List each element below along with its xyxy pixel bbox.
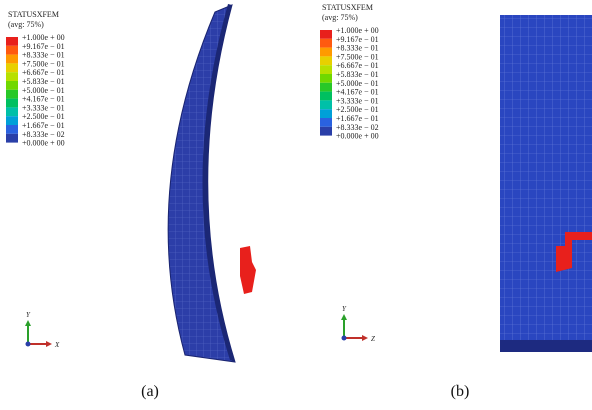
- beam-model: [168, 5, 235, 362]
- legend-swatch: [320, 39, 332, 48]
- legend-swatch: [320, 92, 332, 101]
- legend-label: +2.500e − 01: [336, 105, 379, 114]
- axis-arrowhead: [46, 341, 52, 347]
- panel-caption: (b): [451, 383, 470, 400]
- axis-origin: [26, 342, 31, 347]
- legend-label: +6.667e − 01: [336, 61, 379, 70]
- figure: STATUSXFEM(avg: 75%)+1.000e + 00+9.167e …: [0, 0, 592, 410]
- page: STATUSXFEM(avg: 75%)+1.000e + 00+9.167e …: [0, 0, 592, 410]
- legend-label: +3.333e − 01: [22, 103, 65, 112]
- legend-swatch: [320, 109, 332, 118]
- legend-swatch: [6, 55, 18, 64]
- legend-swatch: [6, 37, 18, 46]
- legend-label: +5.000e − 01: [336, 79, 379, 88]
- legend-swatch: [320, 56, 332, 65]
- legend-swatch: [6, 90, 18, 99]
- axis-label: Y: [342, 305, 347, 313]
- legend-label: +5.833e − 01: [336, 70, 379, 79]
- legend-label: +1.000e + 00: [22, 33, 65, 42]
- legend-swatch: [6, 125, 18, 134]
- beam-model: [500, 15, 592, 352]
- legend-label: +8.333e − 01: [22, 51, 65, 60]
- legend-swatch: [320, 127, 332, 136]
- legend-subtitle: (avg: 75%): [322, 13, 358, 22]
- legend-swatch: [320, 65, 332, 74]
- legend-label: +9.167e − 01: [22, 42, 65, 51]
- legend-swatch: [6, 134, 18, 143]
- legend-swatch: [6, 63, 18, 72]
- legend-label: +5.000e − 01: [22, 86, 65, 95]
- panel-caption: (a): [141, 383, 159, 400]
- legend-label: +1.000e + 00: [336, 26, 379, 35]
- legend-label: +9.167e − 01: [336, 35, 379, 44]
- legend-label: +3.333e − 01: [336, 96, 379, 105]
- axis-origin: [342, 336, 347, 341]
- legend-swatch: [6, 116, 18, 125]
- legend-subtitle: (avg: 75%): [8, 20, 44, 29]
- legend-label: +7.500e − 01: [22, 59, 65, 68]
- legend-swatch: [320, 30, 332, 39]
- legend-title: STATUSXFEM: [322, 3, 373, 12]
- legend-label: +8.333e − 01: [336, 44, 379, 53]
- axis-arrowhead: [362, 335, 368, 341]
- axis-label: Y: [26, 311, 31, 319]
- legend-label: +0.000e + 00: [22, 139, 65, 148]
- legend-swatch: [320, 118, 332, 127]
- legend-label: +1.667e − 01: [336, 114, 379, 123]
- legend-swatch: [6, 99, 18, 108]
- legend-label: +8.333e − 02: [336, 123, 379, 132]
- beam-edge: [500, 340, 592, 352]
- crack-region: [240, 246, 256, 294]
- legend-label: +7.500e − 01: [336, 52, 379, 61]
- legend-swatch: [6, 81, 18, 90]
- legend-label: +4.167e − 01: [22, 95, 65, 104]
- axis-label: Z: [371, 335, 375, 343]
- legend-label: +6.667e − 01: [22, 68, 65, 77]
- axis-label: X: [54, 341, 60, 349]
- legend-swatch: [320, 74, 332, 83]
- legend-label: +5.833e − 01: [22, 77, 65, 86]
- legend-label: +2.500e − 01: [22, 112, 65, 121]
- legend-swatch: [320, 100, 332, 109]
- legend-label: +4.167e − 01: [336, 88, 379, 97]
- legend-label: +8.333e − 02: [22, 130, 65, 139]
- legend-swatch: [320, 48, 332, 57]
- legend-swatch: [6, 46, 18, 55]
- legend-label: +0.000e + 00: [336, 132, 379, 141]
- axis-arrowhead: [25, 320, 31, 326]
- legend-title: STATUSXFEM: [8, 10, 59, 19]
- legend-swatch: [6, 72, 18, 81]
- legend-swatch: [6, 107, 18, 116]
- legend-swatch: [320, 83, 332, 92]
- legend-label: +1.667e − 01: [22, 121, 65, 130]
- axis-arrowhead: [341, 314, 347, 320]
